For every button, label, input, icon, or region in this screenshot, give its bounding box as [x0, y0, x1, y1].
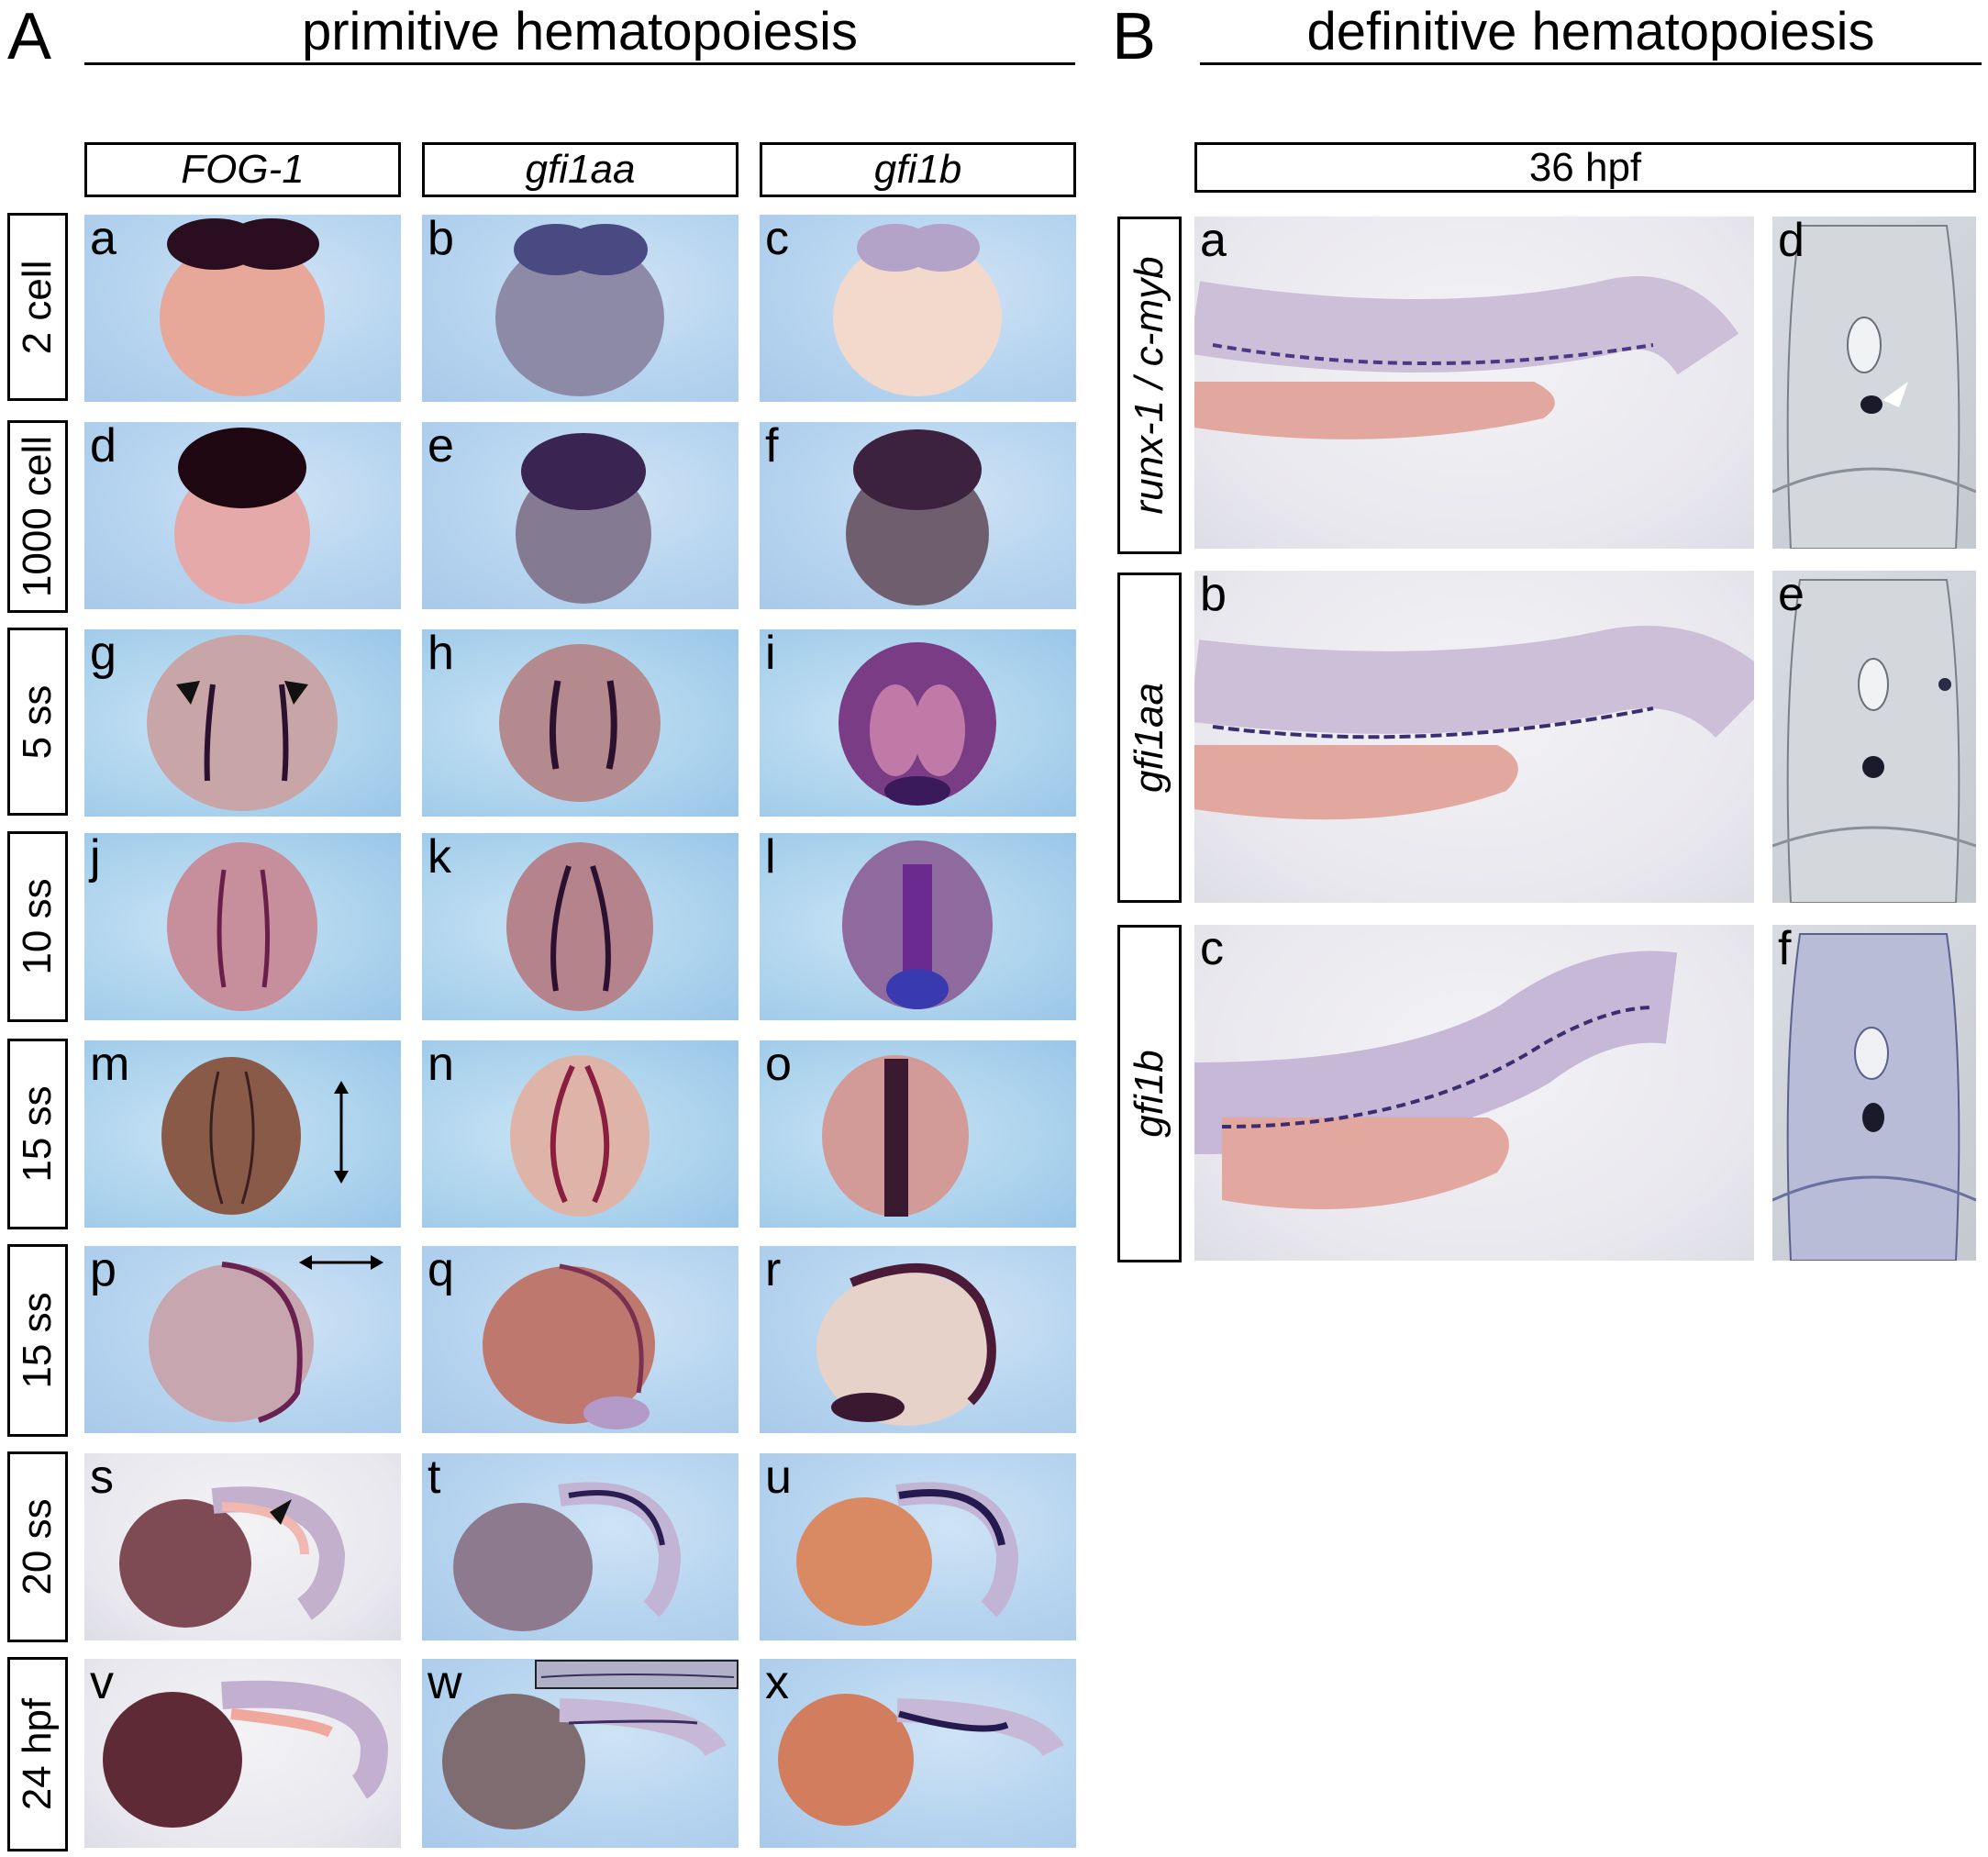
image-r: r [760, 1246, 1076, 1433]
image-b-c: c [1194, 925, 1754, 1261]
panel-b-title-rule [1200, 62, 1982, 65]
image-e: e [422, 422, 739, 609]
row-label-20-ss: 20 ss [7, 1451, 68, 1642]
image-b: b [422, 215, 739, 402]
image-s: s [84, 1453, 401, 1640]
col-header-gfi1b: gfi1b [760, 142, 1076, 197]
col-header-fog1: FOG-1 [84, 142, 401, 197]
row-label-5-ss: 5 ss [7, 628, 68, 816]
row-label-15-ss-dorsal: 15 ss [7, 1039, 68, 1229]
panel-a-letter: A [7, 0, 52, 73]
row-label-15-ss-lateral: 15 ss [7, 1244, 68, 1437]
image-w: w [422, 1659, 739, 1848]
row-label-24-hpf: 24 hpf [7, 1657, 68, 1851]
panel-a-title-rule [84, 62, 1075, 65]
image-c: c [760, 215, 1076, 402]
image-l: l [760, 833, 1076, 1020]
image-k: k [422, 833, 739, 1020]
image-f: f [760, 422, 1076, 609]
image-p: p [84, 1246, 401, 1433]
panel-b-letter: B [1112, 0, 1157, 73]
panel-a-title: primitive hematopoiesis [301, 2, 859, 61]
col-header-36hpf: 36 hpf [1194, 142, 1976, 193]
image-b-d: d [1772, 217, 1976, 549]
image-b-f: f [1772, 925, 1976, 1261]
row-label-10-ss: 10 ss [7, 831, 68, 1022]
row-label-2-cell: 2 cell [7, 213, 68, 401]
image-q: q [422, 1246, 739, 1433]
image-n: n [422, 1040, 739, 1228]
image-i: i [760, 629, 1076, 817]
image-g: g [84, 629, 401, 817]
image-t: t [422, 1453, 739, 1640]
image-m: m [84, 1040, 401, 1228]
image-a: a [84, 215, 401, 402]
panel-b-title: definitive hematopoiesis [1306, 2, 1875, 61]
image-d: d [84, 422, 401, 609]
image-h: h [422, 629, 739, 817]
row-label-b-gfi1aa: gfi1aa [1117, 573, 1182, 903]
row-label-runx1-cmyb: runx-1 / c-myb [1117, 217, 1182, 554]
image-u: u [760, 1453, 1076, 1640]
image-o: o [760, 1040, 1076, 1228]
image-b-e: e [1772, 571, 1976, 903]
row-label-b-gfi1b: gfi1b [1117, 925, 1182, 1262]
row-label-1000-cell: 1000 cell [7, 420, 68, 613]
image-j: j [84, 833, 401, 1020]
image-x: x [760, 1659, 1076, 1848]
image-b-a: a [1194, 217, 1754, 549]
image-b-b: b [1194, 571, 1754, 903]
col-header-gfi1aa: gfi1aa [422, 142, 739, 197]
image-v: v [84, 1659, 401, 1848]
